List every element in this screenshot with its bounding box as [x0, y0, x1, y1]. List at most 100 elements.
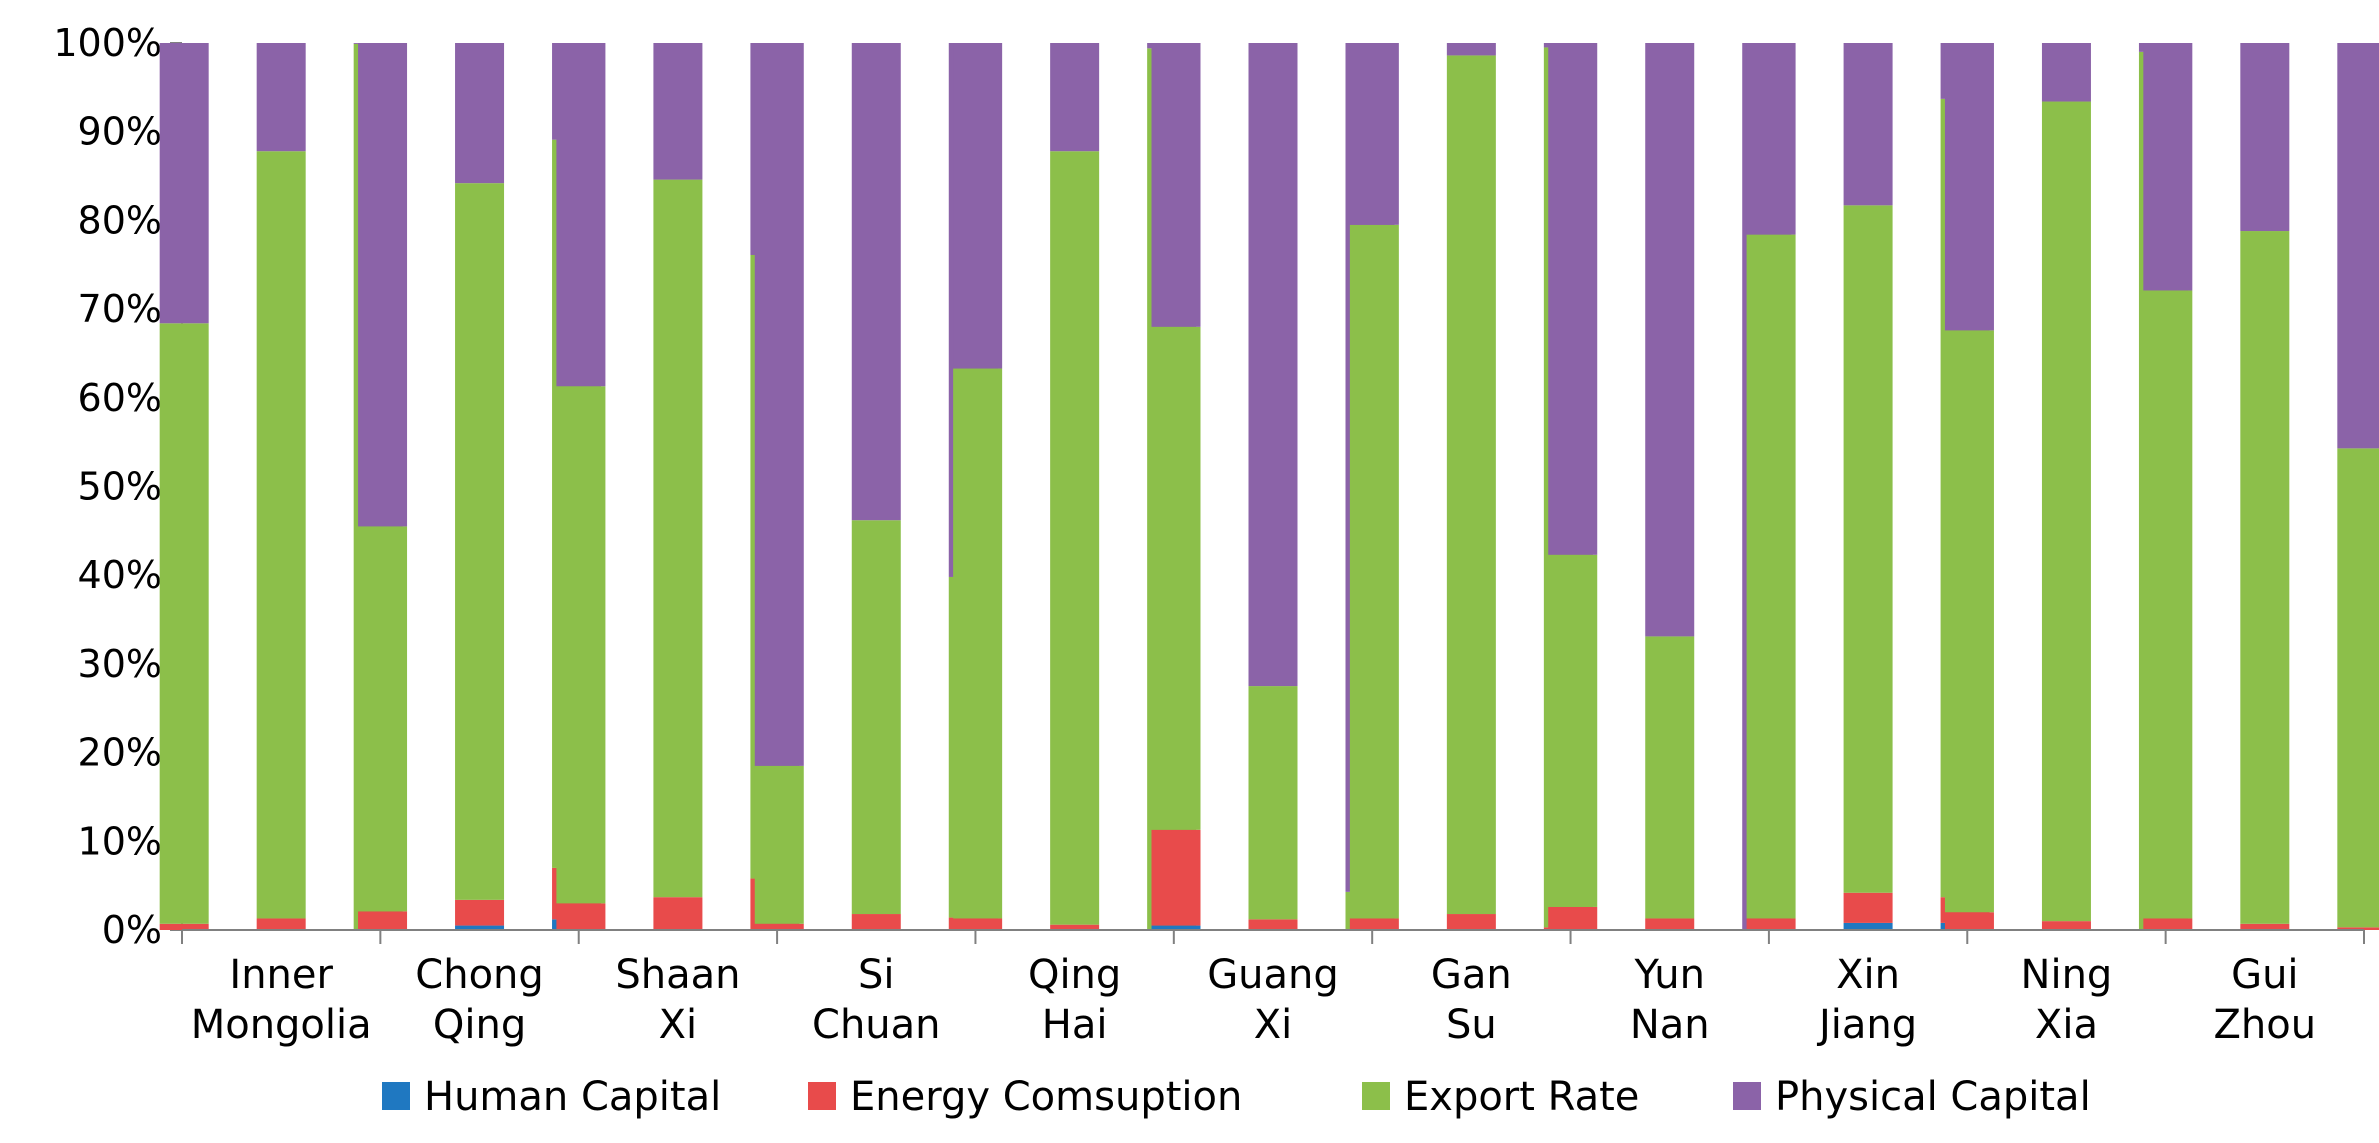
- bar-segment-energy-comsuption: [1746, 918, 1796, 930]
- x-category-label: Guang: [1207, 952, 1339, 998]
- y-tick-label: 40%: [78, 553, 162, 597]
- bar-segment-energy-comsuption: [1446, 914, 1496, 930]
- bar-segment-export-rate: [1151, 326, 1201, 830]
- y-tick-label: 80%: [78, 198, 162, 242]
- bar-segment-energy-comsuption: [1944, 912, 1994, 930]
- bar-segment-export-rate: [358, 526, 408, 912]
- y-tick-label: 60%: [78, 376, 162, 420]
- bar-segment-energy-comsuption: [159, 923, 209, 930]
- x-category-label: Shaan: [615, 952, 740, 998]
- bar-segment-physical-capital: [358, 43, 408, 527]
- y-tick-label: 10%: [78, 819, 162, 863]
- x-category-label: Yun: [1633, 952, 1705, 998]
- bar-segment-energy-comsuption: [2337, 927, 2379, 930]
- x-category-label: Xia: [2035, 1002, 2098, 1048]
- bar-segment-human-capital: [455, 925, 505, 930]
- bar-segment-physical-capital: [455, 43, 505, 184]
- bar-segment-energy-comsuption: [256, 918, 306, 930]
- bar-segment-export-rate: [2143, 290, 2193, 919]
- bar-segment-export-rate: [1645, 636, 1695, 919]
- bar-segment-export-rate: [2041, 101, 2091, 922]
- bar-segment-physical-capital: [1645, 43, 1695, 637]
- x-category-label: Zhou: [2214, 1002, 2317, 1048]
- bar-segment-physical-capital: [2240, 43, 2290, 232]
- bar-segment-export-rate: [1050, 151, 1100, 925]
- bar-segment-physical-capital: [256, 43, 306, 152]
- bar-segment-physical-capital: [2041, 43, 2091, 102]
- x-category-label: Nan: [1630, 1002, 1710, 1048]
- x-category-label: Xi: [659, 1002, 698, 1048]
- x-category-label: Chong: [415, 952, 544, 998]
- bar-segment-physical-capital: [1446, 43, 1496, 56]
- legend-label: Export Rate: [1404, 1074, 1639, 1120]
- bar-segment-physical-capital: [1050, 43, 1100, 152]
- bar-segment-energy-comsuption: [358, 911, 408, 930]
- legend-label: Energy Comsuption: [850, 1074, 1242, 1120]
- bar-segment-energy-comsuption: [455, 899, 505, 926]
- bar-segment-energy-comsuption: [2143, 918, 2193, 930]
- x-category-label: Qing: [1028, 952, 1121, 998]
- y-tick-label: 70%: [78, 287, 162, 331]
- legend-label: Physical Capital: [1775, 1074, 2091, 1120]
- bar-segment-export-rate: [1349, 224, 1399, 919]
- x-category-label: Xi: [1254, 1002, 1293, 1048]
- bar-segment-energy-comsuption: [653, 897, 703, 930]
- bar-segment-physical-capital: [2143, 43, 2193, 291]
- bar-segment-physical-capital: [754, 43, 804, 766]
- bar-segment-energy-comsuption: [1843, 892, 1893, 923]
- legend-swatch: [1362, 1082, 1390, 1110]
- bar-segment-export-rate: [2240, 231, 2290, 924]
- x-category-label: Qing: [433, 1002, 526, 1048]
- y-tick-label: 100%: [53, 21, 162, 65]
- bar-segment-export-rate: [1446, 55, 1496, 915]
- bar-segment-human-capital: [1151, 925, 1201, 930]
- bar-segment-physical-capital: [1151, 43, 1201, 327]
- bar-segment-export-rate: [653, 179, 703, 898]
- bar-segment-physical-capital: [1548, 43, 1598, 555]
- y-tick-label: 20%: [78, 731, 162, 775]
- bar-segment-physical-capital: [159, 43, 209, 324]
- y-tick-label: 50%: [78, 465, 162, 509]
- bar-segment-energy-comsuption: [953, 918, 1003, 930]
- x-category-label: Jiang: [1816, 1002, 1917, 1048]
- bar-segment-energy-comsuption: [1548, 906, 1598, 930]
- y-tick-label: 30%: [78, 642, 162, 686]
- bar-segment-energy-comsuption: [2240, 923, 2290, 930]
- bar-segment-export-rate: [1843, 205, 1893, 893]
- x-category-label: Hai: [1042, 1002, 1108, 1048]
- bar-segment-export-rate: [851, 520, 901, 915]
- bar-segment-energy-comsuption: [556, 903, 606, 930]
- bar-segment-physical-capital: [556, 43, 606, 387]
- y-tick-label: 0%: [102, 908, 162, 952]
- bar-segment-human-capital: [1843, 922, 1893, 930]
- bar-segment-energy-comsuption: [1151, 829, 1201, 926]
- bar-segment-export-rate: [1746, 234, 1796, 919]
- bar-segment-export-rate: [159, 323, 209, 924]
- bar-segment-energy-comsuption: [851, 914, 901, 930]
- bar-segment-energy-comsuption: [1349, 918, 1399, 930]
- bar-segment-export-rate: [953, 368, 1003, 919]
- legend: Human Capital Energy Comsuption Export Rat…: [382, 1074, 2091, 1120]
- x-category-label: Si: [858, 952, 895, 998]
- x-category-label: Xin: [1836, 952, 1900, 998]
- bar-segment-physical-capital: [1248, 43, 1298, 687]
- bar-segment-export-rate: [1548, 554, 1598, 907]
- bars: [159, 43, 2379, 931]
- bar-segment-export-rate: [2337, 448, 2379, 928]
- bar-segment-physical-capital: [653, 43, 703, 180]
- bar-segment-physical-capital: [953, 43, 1003, 369]
- x-category-label: Inner: [229, 952, 333, 998]
- bar-segment-energy-comsuption: [754, 923, 804, 930]
- bar-segment-physical-capital: [1349, 43, 1399, 225]
- bar-segment-physical-capital: [851, 43, 901, 521]
- bar-segment-energy-comsuption: [1050, 924, 1100, 930]
- bar-segment-energy-comsuption: [2041, 921, 2091, 930]
- y-axis: 0% 10% 20% 30% 40% 50% 60% 70% 80% 90% 100%: [53, 21, 183, 952]
- x-category-label: Gan: [1431, 952, 1512, 998]
- x-category-label: Su: [1446, 1002, 1497, 1048]
- bar-segment-energy-comsuption: [1645, 918, 1695, 930]
- x-category-label: Gui: [2231, 952, 2298, 998]
- legend-swatch: [808, 1082, 836, 1110]
- legend-label: Human Capital: [424, 1074, 721, 1120]
